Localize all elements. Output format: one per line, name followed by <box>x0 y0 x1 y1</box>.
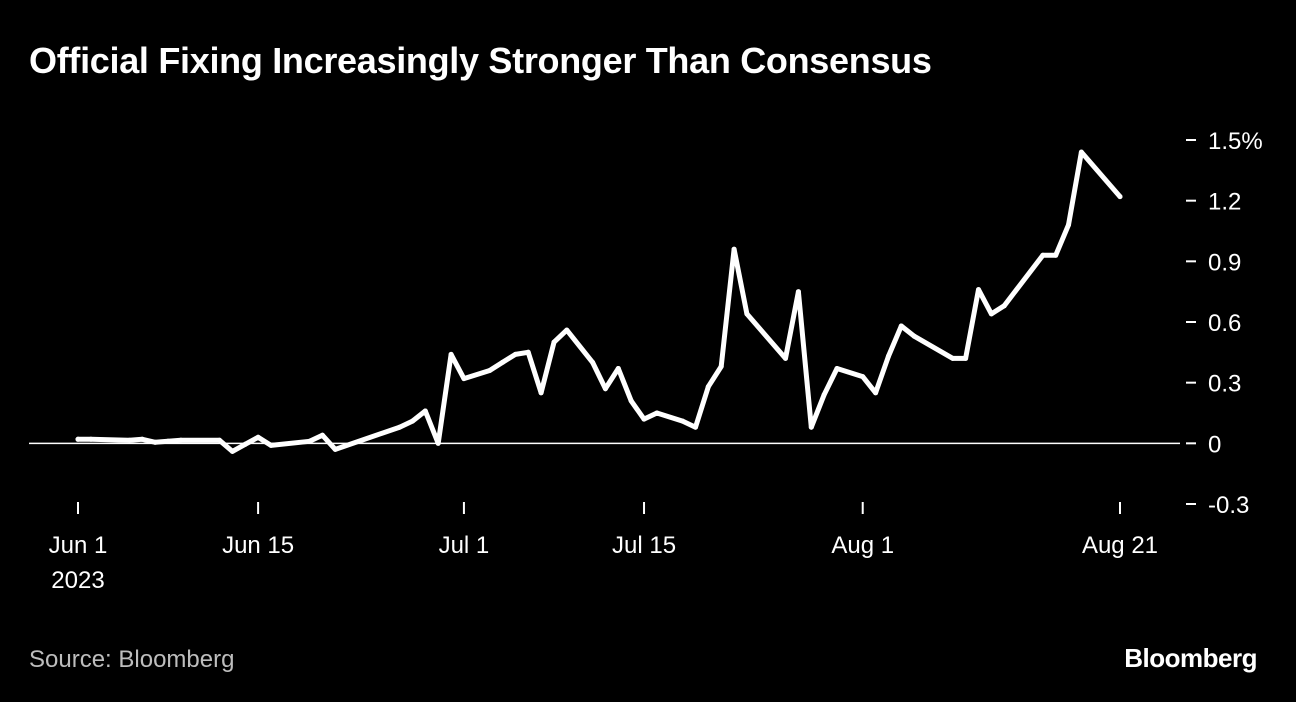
x-tick-label: Aug 1 <box>831 532 894 559</box>
source-note: Source: Bloomberg <box>29 646 235 673</box>
data-point <box>229 448 235 454</box>
data-point <box>461 376 467 382</box>
data-point <box>654 410 660 416</box>
x-tick-label: Jun 15 <box>222 532 294 559</box>
data-point <box>88 436 94 442</box>
data-point <box>795 289 801 295</box>
data-point <box>821 392 827 398</box>
data-point <box>165 438 171 444</box>
y-tick-label: -0.3 <box>1208 492 1249 519</box>
x-tick-label: Jul 15 <box>612 532 676 559</box>
data-point <box>860 374 866 380</box>
x-tick-label: Aug 21 <box>1082 532 1158 559</box>
data-point <box>963 355 969 361</box>
data-point <box>538 390 544 396</box>
data-point <box>808 424 814 430</box>
y-axis: 1.5% 1.2 0.9 0.6 0.3 0 -0.3 <box>1186 128 1263 519</box>
data-point <box>319 432 325 438</box>
x-tick-label: Jun 1 <box>49 532 108 559</box>
data-point <box>551 339 557 345</box>
data-point <box>718 364 724 369</box>
data-point <box>512 351 518 357</box>
data-point <box>178 437 184 443</box>
data-point <box>525 349 531 355</box>
data-point <box>834 366 840 371</box>
data-point <box>1066 222 1071 228</box>
x-tick-year-label: 2023 <box>51 567 104 594</box>
data-point <box>487 368 493 373</box>
data-point <box>1040 252 1046 258</box>
data-point <box>242 441 248 447</box>
data-point <box>898 323 904 329</box>
data-point <box>397 424 403 430</box>
data-point <box>744 311 750 317</box>
data-point <box>75 436 81 442</box>
data-point <box>976 287 981 293</box>
data-point <box>1117 194 1123 200</box>
y-tick-label: 1.5% <box>1208 128 1263 155</box>
data-point <box>731 246 737 252</box>
data-point <box>705 384 711 390</box>
data-point <box>602 386 608 392</box>
data-point <box>152 439 158 445</box>
data-point <box>139 436 145 442</box>
data-point <box>615 366 621 371</box>
data-point <box>693 424 698 430</box>
series-group <box>75 149 1123 454</box>
data-point <box>911 333 917 339</box>
data-point <box>950 355 956 361</box>
x-tick-label: Jul 1 <box>439 532 490 559</box>
data-point <box>590 359 596 365</box>
y-tick-label: 0.6 <box>1208 310 1241 337</box>
data-point <box>1001 303 1007 309</box>
data-point <box>435 440 441 446</box>
data-point <box>410 418 415 424</box>
data-point <box>873 390 879 396</box>
data-point <box>641 416 647 422</box>
data-point <box>783 355 788 361</box>
data-point <box>680 418 686 424</box>
data-point <box>1078 149 1084 155</box>
data-point <box>127 437 132 443</box>
data-point <box>500 359 505 365</box>
data-point <box>217 437 222 443</box>
series-line <box>75 149 1123 454</box>
bloomberg-logo: Bloomberg <box>1124 643 1257 673</box>
data-point <box>564 327 570 333</box>
data-point <box>1053 252 1059 258</box>
y-tick-label: 1.2 <box>1208 189 1241 216</box>
data-point <box>268 442 274 448</box>
y-tick-label: 0.9 <box>1208 249 1241 276</box>
data-point <box>332 446 338 452</box>
data-point <box>988 311 994 317</box>
x-axis: Jun 1 2023 Jun 15 Jul 1 Jul 15 Aug 1 Aug 21 <box>49 502 1158 594</box>
data-point <box>448 351 454 357</box>
y-tick-label: 0 <box>1208 431 1221 458</box>
y-tick-label: 0.3 <box>1208 371 1241 398</box>
data-point <box>307 438 313 444</box>
data-point <box>422 408 428 414</box>
data-point <box>885 353 891 359</box>
data-point <box>628 398 634 404</box>
data-point <box>255 434 261 440</box>
chart-title: Official Fixing Increasingly Stronger Th… <box>29 40 932 81</box>
